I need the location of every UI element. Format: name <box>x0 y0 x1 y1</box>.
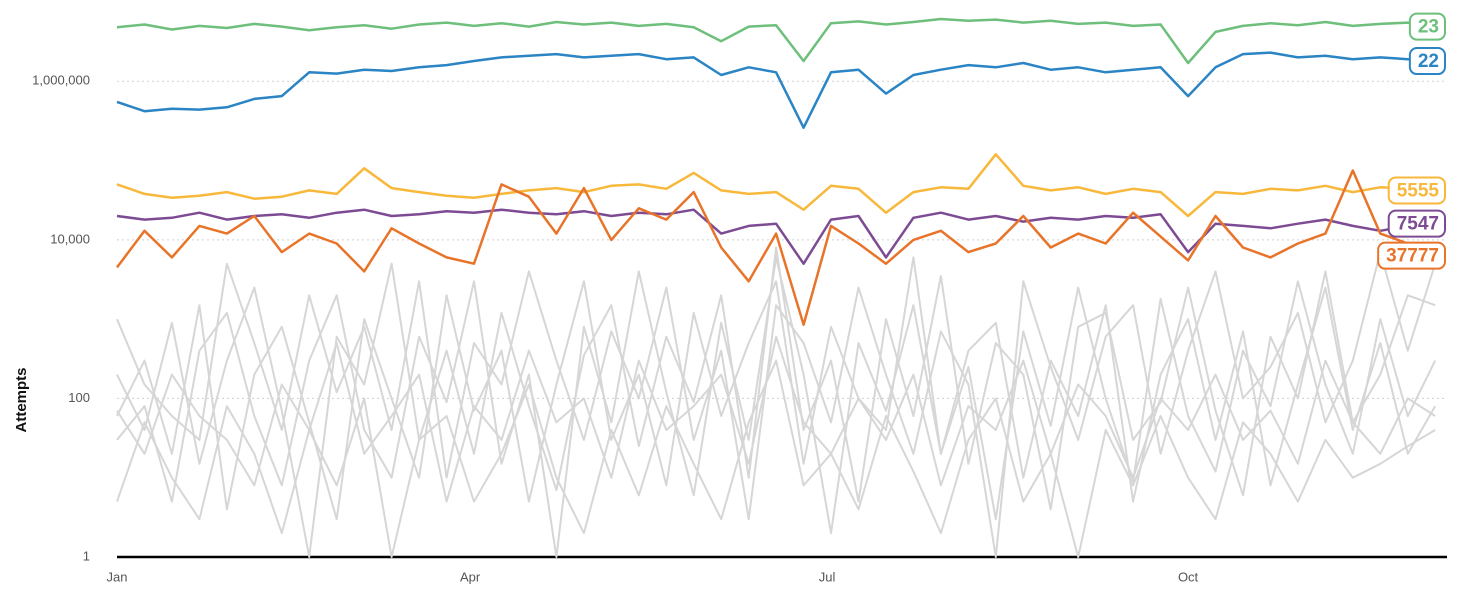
series-line <box>116 208 1436 265</box>
x-tick-label: Apr <box>460 569 481 584</box>
end-label: 22 <box>1408 47 1446 76</box>
end-label: 37777 <box>1377 241 1446 270</box>
y-tick-label: 1,000,000 <box>32 73 90 88</box>
end-label-box <box>1377 241 1446 270</box>
end-label-text: 5555 <box>1397 180 1440 201</box>
end-label: 7547 <box>1387 209 1446 238</box>
end-label: 5555 <box>1387 176 1446 205</box>
series-line <box>116 51 1436 129</box>
end-label: 23 <box>1408 12 1446 41</box>
series-line <box>116 17 1436 65</box>
series-line <box>116 153 1436 218</box>
x-tick-label: Oct <box>1178 569 1199 584</box>
end-label-box <box>1387 176 1446 205</box>
background-line <box>116 251 1437 558</box>
background-line <box>116 256 1437 558</box>
background-line <box>116 256 1437 521</box>
end-label-box <box>1387 209 1446 238</box>
x-tick-label: Jul <box>819 569 836 584</box>
end-label-text: 23 <box>1418 17 1439 38</box>
end-label-text: 37777 <box>1386 246 1439 267</box>
end-label-text: 7547 <box>1397 214 1439 235</box>
y-tick-label: 10,000 <box>50 231 90 246</box>
background-line <box>116 359 1436 558</box>
y-tick-label: 100 <box>68 390 90 405</box>
series-line <box>116 169 1436 326</box>
end-label-box <box>1408 12 1446 41</box>
end-label-text: 22 <box>1418 51 1439 72</box>
y-tick-label: 1 <box>83 548 90 563</box>
x-tick-label: Jan <box>107 569 128 584</box>
background-line <box>116 246 1436 558</box>
end-label-box <box>1408 47 1446 76</box>
background-line <box>116 335 1436 503</box>
y-axis-title: Attempts <box>13 367 30 432</box>
